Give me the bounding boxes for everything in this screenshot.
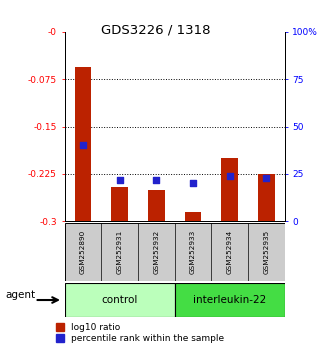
Bar [65, 283, 175, 317]
Point [190, 181, 196, 186]
Point [227, 173, 232, 179]
Text: GSM252935: GSM252935 [263, 230, 269, 274]
Text: GSM252934: GSM252934 [227, 230, 233, 274]
Bar [221, 158, 238, 221]
Bar [185, 212, 201, 221]
Bar [175, 283, 285, 317]
Text: GSM252933: GSM252933 [190, 230, 196, 274]
Text: GDS3226 / 1318: GDS3226 / 1318 [101, 23, 210, 36]
Text: control: control [101, 295, 138, 305]
Point [117, 177, 122, 182]
Bar [258, 174, 275, 221]
Text: GSM252931: GSM252931 [117, 230, 122, 274]
Bar [148, 190, 165, 221]
Bar [111, 187, 128, 221]
Text: GSM252890: GSM252890 [80, 230, 86, 274]
Legend: log10 ratio, percentile rank within the sample: log10 ratio, percentile rank within the … [56, 323, 224, 343]
Point [80, 143, 85, 148]
Text: GSM252932: GSM252932 [153, 230, 159, 274]
Text: agent: agent [5, 290, 35, 300]
Text: interleukin-22: interleukin-22 [193, 295, 266, 305]
Point [154, 177, 159, 182]
Point [264, 175, 269, 181]
Bar [74, 67, 91, 221]
